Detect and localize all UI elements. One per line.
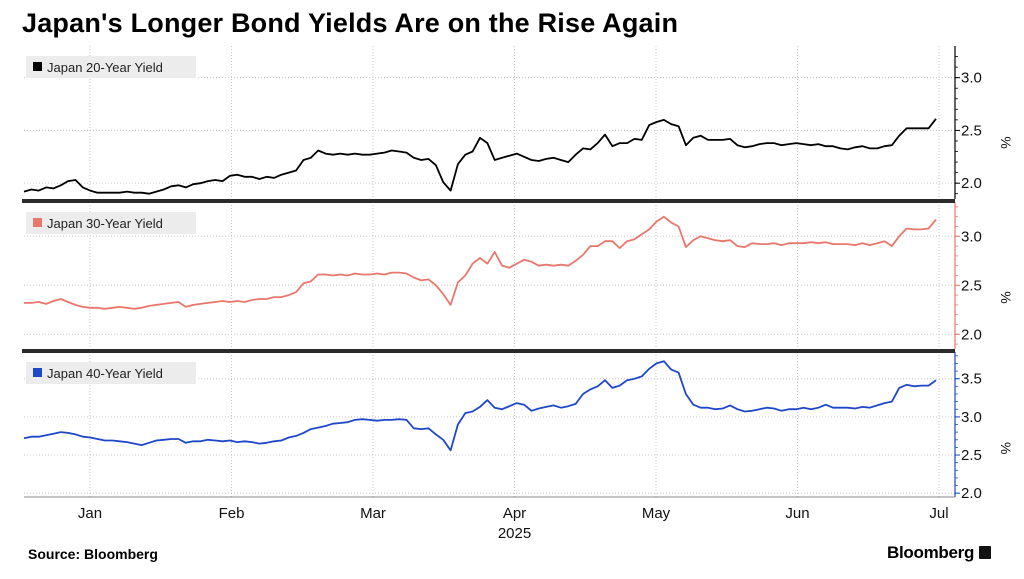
x-tick-label: Jan [78, 505, 102, 522]
unit-label: % [998, 442, 1014, 454]
legend-3: Japan 40-Year Yield [26, 362, 196, 384]
y-tick-label: 2.0 [961, 175, 982, 192]
legend-2: Japan 30-Year Yield [26, 212, 196, 234]
panel-separator [22, 349, 955, 353]
x-tick-label: Apr [503, 505, 526, 522]
legend-label: Japan 30-Year Yield [47, 216, 163, 231]
y-tick-label: 2.0 [961, 485, 982, 502]
x-tick-label: Jul [929, 505, 948, 522]
legend-background [26, 56, 196, 78]
x-tick-label: Mar [360, 505, 386, 522]
brand-name: Bloomberg [887, 543, 975, 562]
x-tick-label: Feb [219, 505, 245, 522]
legend-swatch [33, 62, 42, 71]
panel-3: 2.0 2.5 3.0 3.5% Japan 40-Year Yield [23, 352, 1014, 502]
y-tick-label: 2.5 [961, 122, 982, 139]
legend-background [26, 362, 196, 384]
bloomberg-terminal-icon [979, 546, 992, 559]
legend-background [26, 212, 196, 234]
x-tick-label: Jun [785, 505, 809, 522]
legend-swatch [33, 368, 42, 377]
series-line-3 [23, 360, 937, 452]
series-line-2 [24, 215, 937, 310]
y-tick-label: 3.0 [961, 228, 982, 245]
y-tick-label: 3.0 [961, 70, 982, 87]
legend-label: Japan 20-Year Yield [47, 60, 163, 75]
x-year-label: 2025 [498, 525, 531, 542]
bloomberg-logo: Bloomberg [887, 543, 992, 563]
series-line-1 [23, 118, 937, 195]
y-tick-label: 3.5 [961, 371, 982, 388]
y-tick-label: 3.0 [961, 409, 982, 426]
y-tick-label: 2.0 [961, 326, 982, 343]
unit-label: % [998, 291, 1014, 303]
y-tick-label: 2.5 [961, 277, 982, 294]
chart-title: Japan's Longer Bond Yields Are on the Ri… [22, 8, 679, 38]
panel-1: 2.0 2.5 3.0% Japan 20-Year Yield [23, 46, 1014, 199]
legend-swatch [33, 218, 42, 227]
x-tick-label: May [642, 505, 671, 522]
y-tick-label: 2.5 [961, 447, 982, 464]
legend-label: Japan 40-Year Yield [47, 366, 163, 381]
unit-label: % [998, 136, 1014, 148]
panel-separator [22, 199, 955, 203]
source-note: Source: Bloomberg [28, 546, 158, 562]
panel-2: 2.0 2.5 3.0% Japan 30-Year Yield [24, 202, 1014, 349]
legend-1: Japan 20-Year Yield [26, 56, 196, 78]
